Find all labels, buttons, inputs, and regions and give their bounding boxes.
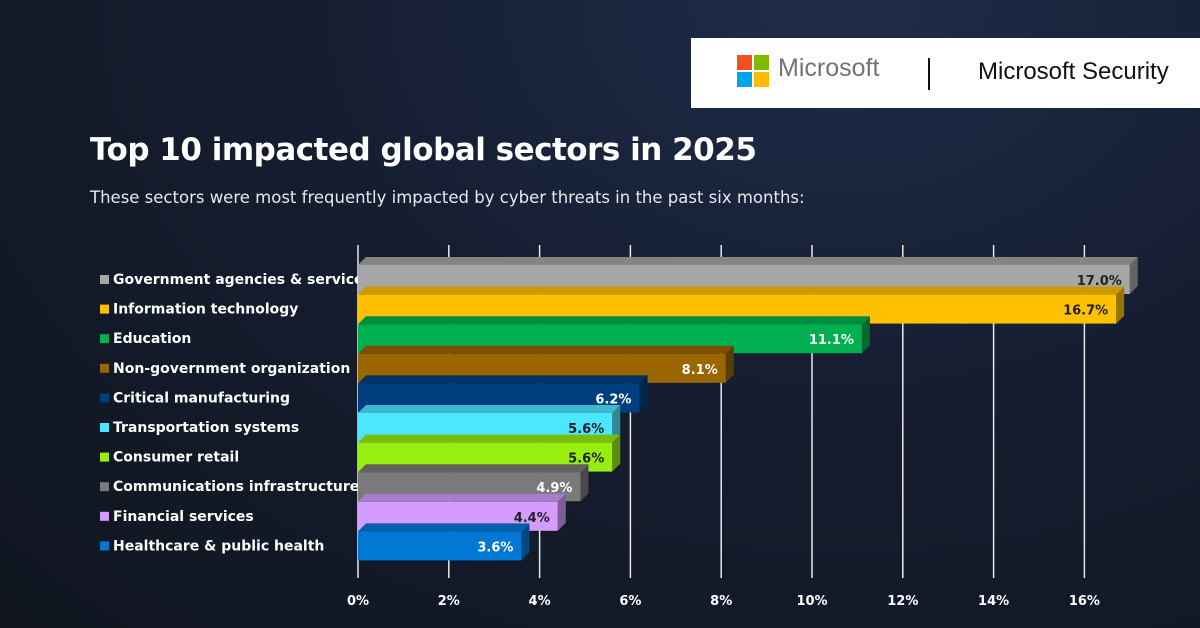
bar-side-face [1116,286,1125,324]
category-label: Education [113,331,191,347]
category-label: Critical manufacturing [113,390,290,406]
category-label: Transportation systems [113,420,299,436]
x-tick-label: 4% [529,594,551,609]
bar-side-face [612,434,621,472]
legend-swatch [100,452,109,462]
data-label: 4.4% [514,511,550,526]
bar-top-face [358,464,589,473]
bar-top-face [358,493,566,502]
category-label: Financial services [113,509,254,525]
category-label: Non-government organization [113,361,350,377]
bar-side-face [861,316,870,354]
bar-top-face [358,257,1138,265]
legend-swatch [100,275,109,284]
data-label: 4.9% [536,481,572,496]
bar-top-face [358,523,530,532]
legend-swatch [100,393,109,403]
x-tick-label: 10% [796,594,827,609]
divider [928,58,930,90]
x-tick-label: 12% [887,594,918,609]
page-subtitle: These sectors were most frequently impac… [90,188,805,207]
data-label: 6.2% [595,392,631,407]
legend-swatch [100,541,109,551]
x-tick-label: 16% [1069,594,1100,609]
x-tick-label: 14% [978,594,1009,609]
category-label: Healthcare & public health [113,538,324,554]
bar-side-face [557,493,566,531]
bar-top-face [358,345,734,354]
x-tick-label: 2% [438,594,460,609]
x-tick-label: 6% [619,594,641,609]
bar-top-face [358,434,621,443]
bar [358,531,522,561]
data-label: 3.6% [477,540,513,555]
category-label: Communications infrastructure [113,479,359,495]
legend-swatch [100,482,109,492]
bar-top-face [358,316,870,325]
legend-swatch [100,363,109,373]
bar-side-face [639,375,648,413]
legend-swatch [100,304,109,314]
bar-side-face [725,345,734,383]
x-tick-label: 0% [347,594,369,609]
category-label: Information technology [113,302,298,318]
data-label: 5.6% [568,422,604,437]
data-label: 16.7% [1063,304,1108,319]
bar-top-face [358,405,621,413]
data-label: 11.1% [809,333,854,348]
data-label: 17.0% [1077,274,1122,289]
page-title: Top 10 impacted global sectors in 2025 [90,132,757,168]
x-tick-label: 8% [710,594,732,609]
bar-side-face [521,523,530,561]
bar-side-face [612,405,621,442]
microsoft-wordmark: Microsoft [778,54,880,82]
data-label: 8.1% [682,363,718,378]
category-label: Consumer retail [113,450,239,466]
microsoft-logo-icon [737,55,769,87]
legend-swatch [100,511,109,521]
category-label: Government agencies & services [113,272,372,288]
bar-top-face [358,375,648,384]
product-name: Microsoft Security [978,58,1169,85]
bar-side-face [1129,257,1138,294]
brand-banner: Microsoft Microsoft Security [691,38,1200,108]
data-label: 5.6% [568,452,604,467]
legend-swatch [100,334,109,344]
bar-side-face [580,464,589,502]
bar-top-face [358,286,1125,295]
legend-swatch [100,423,109,432]
